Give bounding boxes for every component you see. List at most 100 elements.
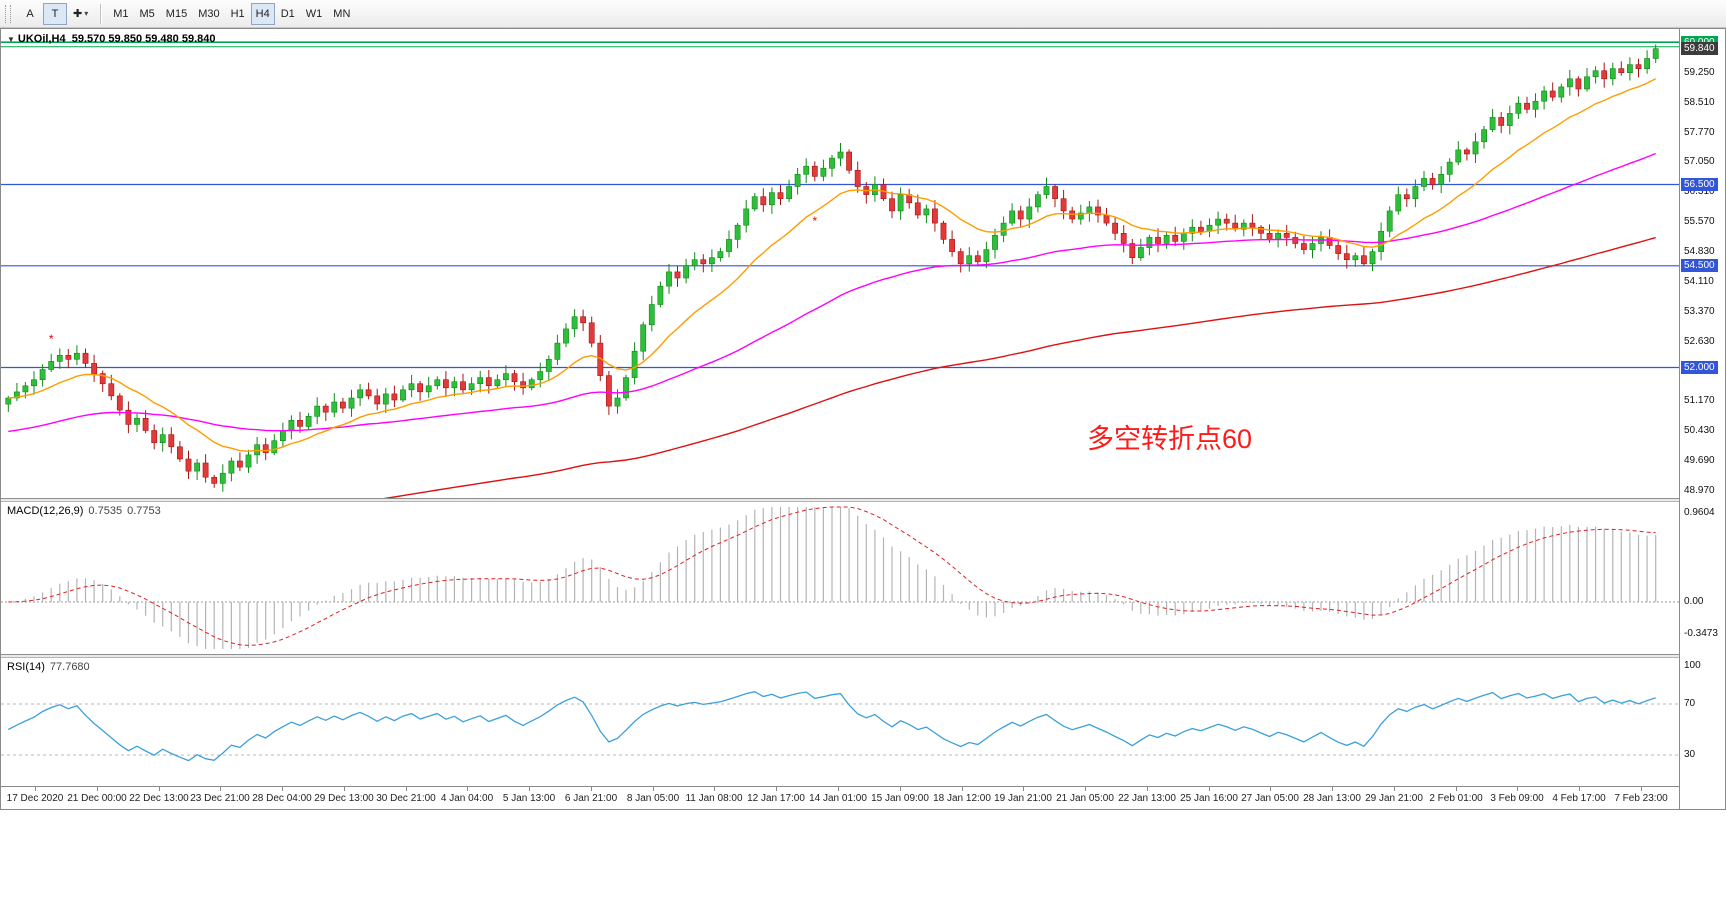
timeframe-d1-button[interactable]: D1	[276, 3, 300, 25]
medium-ma-line	[8, 152, 1656, 433]
time-axis[interactable]: 17 Dec 2020 21 Dec 00:00 22 Dec 13:00 23 De…	[1, 786, 1679, 808]
panel-splitter-rsi[interactable]	[1, 654, 1679, 658]
time-tick	[962, 787, 963, 791]
timeframe-m15-button[interactable]: M15	[161, 3, 192, 25]
timeframe-m30-button[interactable]: M30	[193, 3, 224, 25]
timeframe-m1-button[interactable]: M1	[108, 3, 133, 25]
text-tool-a-button[interactable]: A	[18, 3, 42, 25]
signal-marker: *	[812, 214, 817, 228]
text-tool-t-button[interactable]: T	[43, 2, 67, 25]
price-tick-label: 52.630	[1684, 336, 1715, 347]
macd-tick-label: 0.00	[1684, 596, 1704, 607]
rsi-name: RSI(14)	[7, 661, 45, 673]
timeframe-h1-button[interactable]: H1	[226, 3, 250, 25]
fast-ma-line	[8, 78, 1657, 452]
timeframe-w1-button[interactable]: W1	[301, 3, 328, 25]
time-tick	[529, 787, 530, 791]
price-tick-label: 57.050	[1684, 156, 1715, 167]
time-tick	[159, 787, 160, 791]
price-tick-label: 54.830	[1684, 246, 1715, 257]
time-label: 25 Jan 16:00	[1180, 793, 1238, 804]
price-flag-56.500: 56.500	[1681, 178, 1718, 191]
price-tick-label: 50.430	[1684, 425, 1715, 436]
price-axis[interactable]: 59.250 58.510 57.770 57.050 56.310 55.570 54.8…	[1679, 29, 1725, 809]
macd-panel-canvas[interactable]	[1, 502, 1679, 654]
macd-histogram	[16, 507, 1657, 649]
time-label: 22 Dec 13:00	[129, 793, 189, 804]
time-label: 5 Jan 13:00	[502, 793, 556, 804]
candles-layer	[5, 44, 1659, 492]
panel-splitter-macd[interactable]	[1, 498, 1679, 502]
toolbar: A T ✚ ▾ M1 M5 M15 M30 H1 H4 D1 W1 MN	[0, 0, 1726, 28]
rsi-value: 77.7680	[49, 661, 90, 673]
time-label: 21 Dec 00:00	[67, 793, 127, 804]
price-tick-label: 48.970	[1684, 485, 1715, 496]
time-label: 8 Jan 05:00	[626, 793, 680, 804]
time-label: 22 Jan 13:00	[1118, 793, 1176, 804]
price-tick-label: 56.310	[1684, 186, 1715, 197]
rsi-label: RSI(14) 77.7680	[7, 661, 90, 673]
rsi-tick-label: 70	[1684, 698, 1696, 709]
time-tick	[714, 787, 715, 791]
timeframe-button-group: M1 M5 M15 M30 H1 H4 D1 W1 MN	[108, 2, 355, 25]
toolbar-grip[interactable]	[5, 4, 11, 23]
price-flag-52.000: 52.000	[1681, 361, 1718, 374]
rsi-tick-label: 30	[1684, 749, 1696, 760]
toolbar-separator	[100, 3, 102, 24]
dropdown-caret-icon: ▾	[84, 9, 89, 18]
time-label: 28 Jan 13:00	[1303, 793, 1361, 804]
chart-title: ▼ UKOil,H4 59.570 59.850 59.480 59.840	[7, 33, 215, 45]
time-tick	[1270, 787, 1271, 791]
macd-label: MACD(12,26,9) 0.7535 0.7753	[7, 505, 161, 517]
time-tick	[776, 787, 777, 791]
rsi-tick-label: 100	[1684, 660, 1701, 671]
horizontal-levels	[1, 41, 1679, 369]
time-tick	[1517, 787, 1518, 791]
time-tick	[467, 787, 468, 791]
chart-window: ▼ UKOil,H4 59.570 59.850 59.480 59.840 * *…	[0, 28, 1726, 810]
timeframe-m5-button[interactable]: M5	[135, 3, 160, 25]
symbol-triangle-icon: ▼	[7, 35, 15, 44]
macd-signal-line	[8, 506, 1656, 646]
time-tick	[1332, 787, 1333, 791]
time-tick	[653, 787, 654, 791]
price-tick-label: 49.690	[1684, 455, 1715, 466]
time-label: 21 Jan 05:00	[1056, 793, 1114, 804]
time-tick	[344, 787, 345, 791]
time-label: 15 Jan 09:00	[871, 793, 929, 804]
time-tick	[1147, 787, 1148, 791]
price-tick-label: 58.510	[1684, 97, 1715, 108]
price-tick-label: 59.250	[1684, 67, 1715, 78]
ohlc-values: 59.570 59.850 59.480 59.840	[71, 33, 216, 45]
macd-tick-label: -0.3473	[1684, 628, 1718, 639]
timeframe-mn-button[interactable]: MN	[328, 3, 355, 25]
time-tick	[1456, 787, 1457, 791]
symbol-timeframe-label: UKOil,H4	[17, 33, 66, 45]
macd-value-main: 0.7535	[88, 505, 123, 517]
slow-ma-line	[383, 236, 1656, 498]
time-tick	[220, 787, 221, 791]
rsi-line	[8, 691, 1656, 762]
time-label: 30 Dec 21:00	[376, 793, 436, 804]
time-label: 6 Jan 21:00	[564, 793, 618, 804]
price-tick-label: 54.110	[1684, 276, 1714, 287]
macd-tick-label: 0.9604	[1684, 507, 1715, 518]
chart-annotation-text: 多空转折点60	[1087, 424, 1253, 454]
time-label: 28 Dec 04:00	[252, 793, 312, 804]
rsi-panel-canvas[interactable]	[1, 658, 1679, 786]
time-label: 4 Feb 17:00	[1552, 793, 1606, 804]
timeframe-h4-button[interactable]: H4	[250, 2, 275, 25]
time-tick	[1023, 787, 1024, 791]
time-label: 3 Feb 09:00	[1490, 793, 1544, 804]
cursor-tool-button[interactable]: ✚ ▾	[68, 3, 93, 25]
time-tick	[591, 787, 592, 791]
time-tick	[406, 787, 407, 791]
main-chart-canvas[interactable]: **	[1, 30, 1679, 498]
macd-value-signal: 0.7753	[127, 505, 161, 517]
time-label: 18 Jan 12:00	[933, 793, 991, 804]
time-tick	[35, 787, 36, 791]
time-label: 12 Jan 17:00	[747, 793, 805, 804]
time-tick	[900, 787, 901, 791]
time-label: 29 Jan 21:00	[1365, 793, 1423, 804]
price-flag-54.500: 54.500	[1681, 259, 1718, 272]
